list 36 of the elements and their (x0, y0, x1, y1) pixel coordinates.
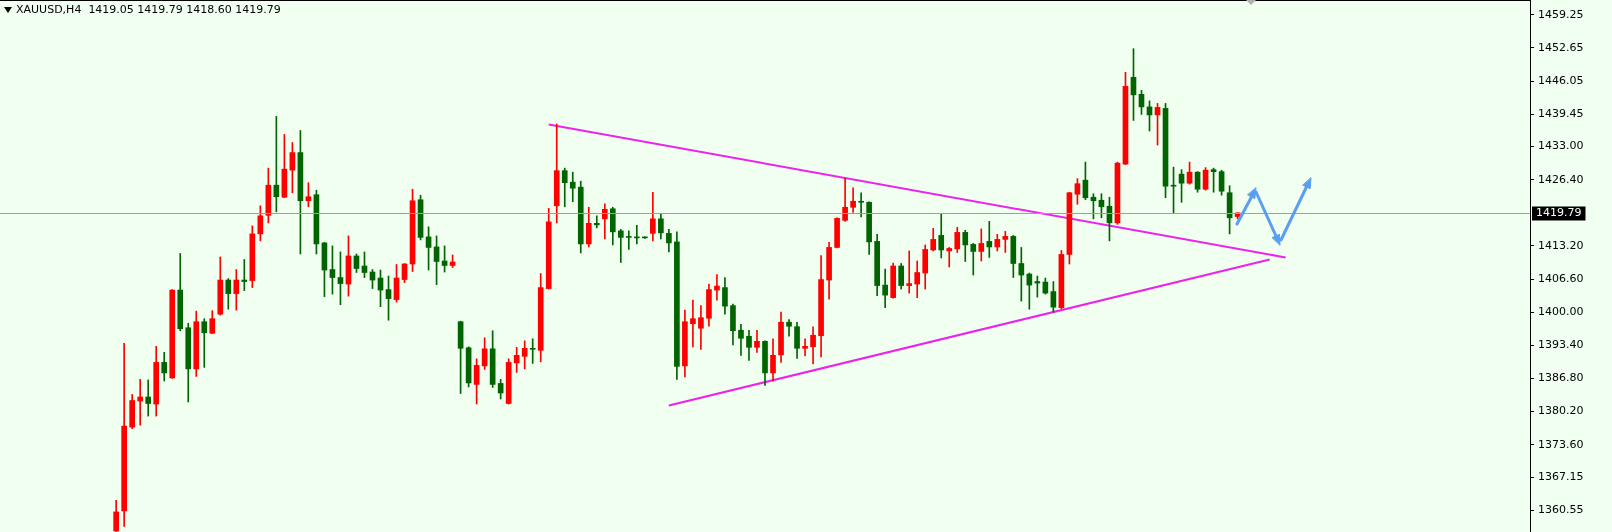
candlestick (786, 319, 792, 337)
y-tick-label: 1380.20 (1538, 404, 1584, 418)
y-tick-label: 1367.15 (1538, 469, 1584, 483)
candlestick (145, 379, 152, 417)
y-tick-label: 1360.55 (1538, 503, 1584, 517)
y-tick-label: 1426.40 (1538, 172, 1584, 186)
y-tick-label: 1452.65 (1538, 40, 1584, 54)
candlestick (690, 299, 696, 348)
y-tick-label: 1446.05 (1538, 73, 1584, 87)
candlestick (617, 229, 624, 263)
candlestick (850, 187, 856, 213)
y-tick-label: 1413.20 (1538, 238, 1584, 252)
candlestick (593, 215, 600, 229)
ref-line-label: 1419.79 (1536, 206, 1582, 220)
candlestick (569, 171, 576, 203)
candlestick (714, 274, 720, 301)
y-tick-label: 1406.60 (1538, 271, 1584, 285)
candlestick (201, 318, 208, 368)
y-tick-label: 1433.00 (1538, 139, 1584, 153)
candlestick (986, 221, 993, 258)
candlestick (802, 338, 808, 357)
y-tick-label: 1439.45 (1538, 107, 1584, 121)
candlestick (906, 250, 913, 294)
candlestick (241, 259, 248, 291)
candlestick (858, 192, 864, 218)
candlestick (946, 247, 953, 268)
candlestick (625, 230, 632, 250)
y-tick-label: 1393.40 (1538, 338, 1584, 352)
y-tick-label: 1373.60 (1538, 437, 1584, 451)
y-tick-label: 1400.00 (1538, 305, 1584, 319)
y-tick-label: 1459.25 (1538, 7, 1584, 21)
candlestick (529, 338, 536, 364)
y-tick-label: 1386.80 (1538, 371, 1584, 385)
chart-title: XAUUSD,H4 1419.05 1419.79 1418.60 1419.79 (16, 3, 281, 16)
candlestick (137, 379, 144, 426)
candlestick (1002, 231, 1009, 253)
